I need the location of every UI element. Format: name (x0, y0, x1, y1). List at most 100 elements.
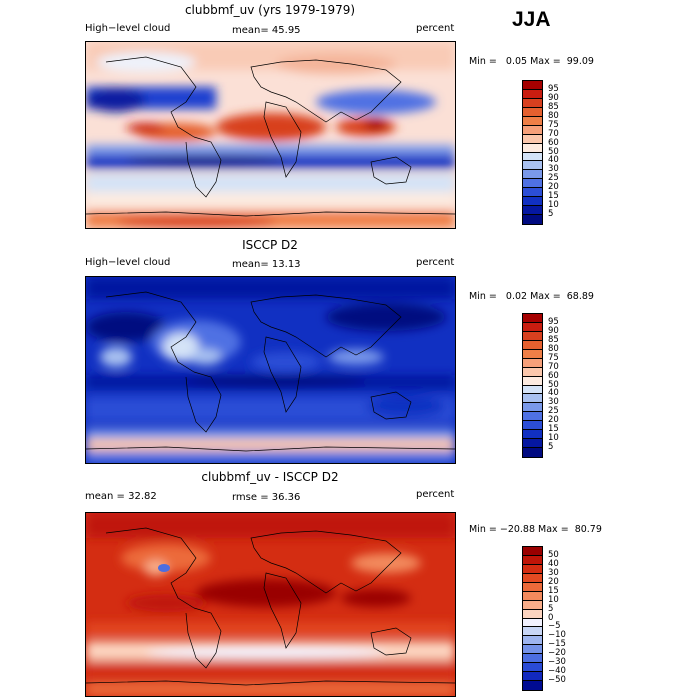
colorbar-segment (523, 367, 542, 377)
colorbar-segment (523, 143, 542, 153)
panel-title: clubbmf_uv (yrs 1979-1979) (184, 3, 356, 17)
colorbar-segment (523, 573, 542, 583)
colorbar-segment (523, 591, 542, 601)
colorbar-tick-label: 5 (548, 209, 554, 220)
colorbar-segment (523, 340, 542, 350)
colorbar-segment (523, 636, 542, 646)
colorbar-tick-label: 60 (548, 137, 559, 148)
colorbar-tick-label: 25 (548, 173, 559, 184)
colorbar-tick-label: 15 (548, 191, 559, 202)
colorbar-tick-label: 70 (548, 128, 559, 139)
colorbar-segment (523, 403, 542, 413)
colorbar-segment (523, 188, 542, 198)
colorbar-segment (523, 116, 542, 126)
colorbar-tick-label: 70 (548, 361, 559, 372)
colorbar-segment (523, 358, 542, 368)
colorbar-tick-label: 80 (548, 110, 559, 121)
panel-title: ISCCP D2 (242, 238, 298, 252)
colorbar-tick-label: 80 (548, 343, 559, 354)
colorbar (522, 546, 543, 691)
colorbar-tick-label: 15 (548, 585, 559, 596)
colorbar-segment (523, 81, 542, 90)
colorbar-segment (523, 439, 542, 449)
colorbar-segment (523, 134, 542, 144)
variable-label: High−level cloud (85, 257, 171, 268)
colorbar-tick-label: −20 (548, 648, 566, 659)
panel-title: clubbmf_uv - ISCCP D2 (201, 470, 339, 484)
colorbar-tick-label: 30 (548, 164, 559, 175)
colorbar-tick-label: 40 (548, 388, 559, 399)
colorbar-tick-label: 10 (548, 200, 559, 211)
colorbar-tick-label: 50 (548, 379, 559, 390)
colorbar-tick-label: −30 (548, 657, 566, 668)
colorbar-tick-label: 30 (548, 567, 559, 578)
colorbar-segment (523, 430, 542, 440)
colorbar-tick-label: 95 (548, 316, 559, 327)
colorbar-tick-label: 40 (548, 155, 559, 166)
colorbar-segment (523, 627, 542, 637)
colorbar-tick-label: 20 (548, 576, 559, 587)
variable-label: High−level cloud (85, 23, 171, 34)
colorbar-segment (523, 322, 542, 332)
colorbar-segment (523, 161, 542, 171)
colorbar-segment (523, 654, 542, 664)
colorbar-tick-label: 5 (548, 603, 554, 614)
colorbar (522, 313, 543, 458)
colorbar-segment (523, 609, 542, 619)
colorbar-tick-label: 85 (548, 101, 559, 112)
colorbar-tick-label: 95 (548, 83, 559, 94)
rmse-label: rmse = 36.36 (232, 492, 301, 503)
unit-label: percent (416, 489, 455, 500)
colorbar-segment (523, 645, 542, 655)
unit-label: percent (416, 23, 455, 34)
colorbar-segment (523, 547, 542, 556)
colorbar-tick-label: 20 (548, 415, 559, 426)
colorbar-segment (523, 681, 542, 690)
min-max-label: Min = 0.02 Max = 68.89 (469, 291, 594, 302)
colorbar-segment (523, 385, 542, 395)
colorbar-segment (523, 412, 542, 422)
min-max-label: Min = 0.05 Max = 99.09 (469, 56, 594, 67)
colorbar-segment (523, 197, 542, 207)
mean-label: mean= 13.13 (232, 259, 301, 270)
mean-label: mean= 45.95 (232, 25, 301, 36)
colorbar-tick-label: 85 (548, 334, 559, 345)
colorbar-tick-label: 90 (548, 92, 559, 103)
colorbar-segment (523, 179, 542, 189)
colorbar-segment (523, 663, 542, 673)
colorbar-segment (523, 107, 542, 117)
colorbar-tick-label: 30 (548, 397, 559, 408)
colorbar-tick-label: −5 (548, 621, 561, 632)
colorbar-segment (523, 394, 542, 404)
colorbar-tick-label: 75 (548, 119, 559, 130)
colorbar-tick-label: −50 (548, 675, 566, 686)
colorbar-segment (523, 170, 542, 180)
colorbar-tick-label: 20 (548, 182, 559, 193)
colorbar-tick-label: 75 (548, 352, 559, 363)
colorbar (522, 80, 543, 225)
colorbar-tick-label: −40 (548, 666, 566, 677)
season-label: JJA (512, 8, 551, 31)
map-panel (85, 276, 456, 464)
colorbar-tick-label: 0 (548, 612, 554, 623)
colorbar-tick-label: 50 (548, 549, 559, 560)
colorbar-tick-label: 50 (548, 146, 559, 157)
colorbar-tick-label: 10 (548, 433, 559, 444)
colorbar-segment (523, 376, 542, 386)
colorbar-segment (523, 152, 542, 162)
colorbar-segment (523, 555, 542, 565)
colorbar-segment (523, 331, 542, 341)
colorbar-segment (523, 618, 542, 628)
colorbar-tick-label: 90 (548, 325, 559, 336)
colorbar-tick-label: 10 (548, 594, 559, 605)
min-max-label: Min = −20.88 Max = 80.79 (469, 524, 602, 535)
colorbar-segment (523, 215, 542, 224)
colorbar-tick-label: −15 (548, 639, 566, 650)
colorbar-segment (523, 448, 542, 457)
colorbar-tick-label: 40 (548, 558, 559, 569)
mean-label: mean = 32.82 (85, 491, 157, 502)
colorbar-tick-label: −10 (548, 630, 566, 641)
colorbar-segment (523, 314, 542, 323)
colorbar-segment (523, 582, 542, 592)
colorbar-tick-label: 15 (548, 424, 559, 435)
